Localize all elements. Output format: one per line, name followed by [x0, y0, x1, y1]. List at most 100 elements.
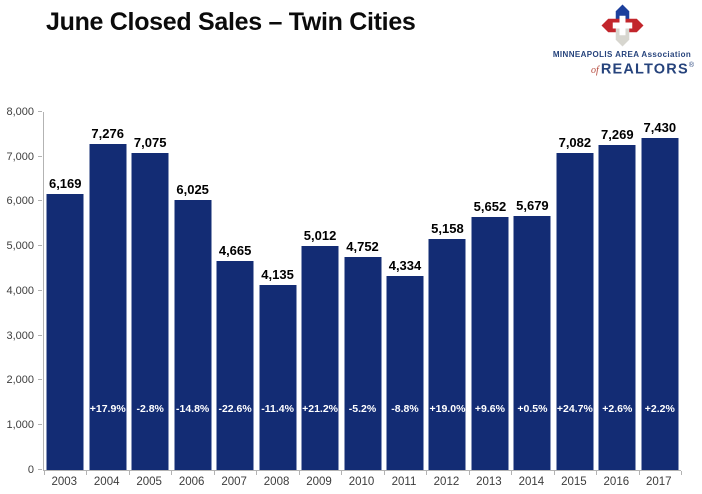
- bar-2007: [216, 261, 254, 470]
- x-axis-tick: [86, 471, 88, 475]
- bar-pct-label: +21.2%: [302, 403, 338, 415]
- x-axis-labels: 2003 2004 2005 2006 2007 2008 2009 2010 2011 2012…: [43, 476, 680, 488]
- bar-group-2004: 7,276 +17.9%: [86, 112, 128, 470]
- x-axis-tick: [681, 471, 682, 475]
- x-axis-label: 2006: [178, 476, 205, 488]
- x-axis-label: 2010: [348, 476, 375, 488]
- realtor-compass-icon: [601, 4, 643, 47]
- x-axis-label: 2003: [51, 476, 78, 488]
- bar-group-2012: 5,158 +19.0%: [426, 112, 468, 470]
- bar-group-2016: 7,269 +2.6%: [596, 112, 638, 470]
- x-axis-label: 2012: [433, 476, 460, 488]
- x-axis-label: 2008: [263, 476, 290, 488]
- bar-group-2017: 7,430 +2.2%: [639, 112, 681, 470]
- bar-group-2005: 7,075 -2.8%: [129, 112, 171, 470]
- bar-pct-label: +17.9%: [89, 403, 126, 415]
- bar-value-label: 7,082: [558, 135, 592, 150]
- bar-pct-label: -11.4%: [261, 403, 294, 415]
- bar-group-2009: 5,012 +21.2%: [299, 112, 341, 470]
- bar-value-label: 5,679: [516, 198, 549, 213]
- y-axis-label: 0: [27, 464, 34, 476]
- bar-group-2006: 6,025 -14.8%: [171, 112, 213, 470]
- bar-pct-label: +19.0%: [429, 403, 466, 415]
- x-axis-tick: [383, 471, 385, 475]
- bar-group-2013: 5,652 +9.6%: [469, 112, 511, 470]
- bar-2009: [301, 246, 339, 470]
- bar-2014: [513, 216, 551, 470]
- bar-value-label: 4,752: [346, 239, 379, 254]
- y-axis-label: 8,000: [6, 106, 34, 118]
- bar-value-label: 5,012: [303, 228, 337, 243]
- bar-pct-label: +2.6%: [602, 403, 633, 415]
- x-axis-label: 2011: [391, 476, 417, 488]
- x-axis-tick: [213, 471, 215, 475]
- bar-pct-label: +9.6%: [474, 403, 505, 415]
- bar-group-2015: 7,082 +24.7%: [554, 112, 596, 470]
- bar-2012: [428, 239, 466, 470]
- y-axis-label: 1,000: [6, 419, 34, 431]
- y-axis-label: 7,000: [6, 151, 34, 163]
- y-axis-tick: [38, 379, 42, 380]
- x-axis-tick: [171, 471, 173, 475]
- y-axis-label: 3,000: [6, 330, 34, 342]
- y-axis-tick: [38, 469, 42, 470]
- bar-group-2010: 4,752 -5.2%: [341, 112, 383, 470]
- bar-2008: [259, 285, 297, 470]
- x-axis-tick: [298, 471, 300, 475]
- x-axis-tick: [511, 471, 513, 475]
- page-title: June Closed Sales – Twin Cities: [46, 8, 416, 36]
- bar-2011: [386, 276, 424, 470]
- x-axis-label: 2004: [93, 476, 120, 488]
- x-axis-label: 2014: [518, 476, 545, 488]
- bar-value-label: 7,075: [133, 135, 167, 150]
- bar-group-2014: 5,679 +0.5%: [511, 112, 553, 470]
- x-axis-tick: [553, 471, 555, 475]
- logo-realtors-text: of REALTORS®: [547, 59, 697, 78]
- y-axis-tick: [38, 111, 42, 112]
- x-axis-label: 2016: [603, 476, 630, 488]
- x-axis-tick: [256, 471, 258, 475]
- y-axis-tick: [38, 200, 42, 201]
- bar-value-label: 4,334: [388, 258, 422, 273]
- x-axis-label: 2007: [221, 476, 247, 488]
- bar-value-label: 5,158: [431, 221, 464, 236]
- x-axis-label: 2009: [306, 476, 332, 488]
- y-axis-tick: [38, 245, 42, 246]
- realtor-association-logo: MINNEAPOLIS AREA Association of REALTORS®: [547, 3, 697, 78]
- bar-2015: [556, 153, 594, 470]
- bar-value-label: 4,135: [261, 267, 294, 282]
- logo-name-text: REALTORS: [600, 61, 689, 78]
- bar-group-2011: 4,334 -8.8%: [384, 112, 426, 470]
- bar-group-2007: 4,665 -22.6%: [214, 112, 256, 470]
- bar-2006: [174, 200, 212, 470]
- x-axis-tick: [128, 471, 130, 475]
- bar-2016: [598, 145, 636, 470]
- x-axis-tick: [468, 471, 470, 475]
- bar-group-2008: 4,135 -11.4%: [256, 112, 298, 470]
- y-axis: 0 1,000 2,000 3,000 4,000 5,000 6,000 7,000 8,00…: [0, 106, 42, 476]
- registered-trademark-symbol: ®: [688, 62, 694, 69]
- y-axis-tick: [38, 156, 42, 157]
- x-axis-tick: [638, 471, 640, 475]
- y-axis-label: 2,000: [6, 374, 34, 386]
- x-axis-tick: [596, 471, 598, 475]
- bar-2010: [344, 257, 382, 470]
- plot-area: 6,169 7,276 +17.9% 7,075 -2.8% 6,025 -14.8% 4,6…: [43, 112, 682, 475]
- bar-pct-label: +2.2%: [644, 403, 675, 415]
- bar-value-label: 7,430: [643, 120, 677, 135]
- x-axis-label: 2015: [561, 476, 587, 488]
- x-axis-label: 2013: [476, 476, 502, 488]
- bar-2017: [641, 138, 679, 470]
- bar-value-label: 4,665: [218, 243, 252, 258]
- x-axis-tick: [341, 471, 343, 475]
- bar-value-label: 6,025: [176, 182, 209, 197]
- bar-pct-label: +24.7%: [556, 403, 593, 415]
- bar-value-label: 7,276: [91, 126, 124, 141]
- y-axis-tick: [38, 335, 42, 336]
- x-axis-label: 2017: [646, 476, 672, 488]
- bar-pct-label: -22.6%: [218, 403, 252, 415]
- x-axis-tick: [426, 471, 428, 475]
- bar-pct-label: -2.8%: [136, 403, 164, 415]
- bar-2003: [46, 194, 84, 470]
